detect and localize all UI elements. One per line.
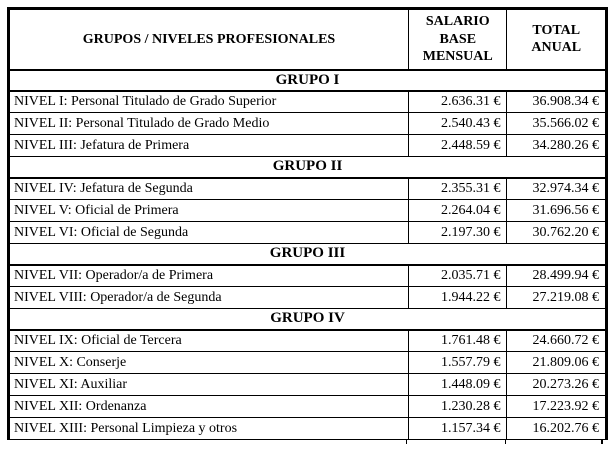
table-row: NIVEL II: Personal Titulado de Grado Med… [9, 112, 606, 135]
group-header-label: GRUPO I [9, 69, 606, 92]
table-row: NIVEL X: Conserje 1.557.79 €21.809.06 € [9, 351, 606, 374]
level-cell: NIVEL V: Oficial de Primera [9, 199, 409, 222]
salario-base-cell: 1.761.48 € [407, 329, 508, 352]
total-anual-cell: 34.280.26 € [506, 134, 606, 157]
total-anual-cell: 35.566.02 € [506, 112, 606, 135]
column-header-salario-base-mensual: SALARIO BASE MENSUAL [407, 9, 508, 71]
table-cutoff-stub [601, 440, 603, 444]
level-cell: NIVEL VII: Operador/a de Primera [9, 264, 409, 287]
table-row: NIVEL VIII: Operador/a de Segunda 1.944.2… [9, 286, 606, 309]
total-anual-cell: 31.696.56 € [506, 199, 606, 222]
level-cell: NIVEL II: Personal Titulado de Grado Med… [9, 112, 409, 135]
salario-base-cell: 1.230.28 € [407, 395, 508, 418]
salario-base-cell: 1.448.09 € [407, 373, 508, 396]
salario-base-cell: 1.157.34 € [407, 417, 508, 440]
salario-base-cell: 2.540.43 € [407, 112, 508, 135]
total-anual-cell: 21.809.06 € [506, 351, 606, 374]
level-cell: NIVEL VI: Oficial de Segunda [9, 221, 409, 244]
total-anual-cell: 20.273.26 € [506, 373, 606, 396]
table-row: NIVEL IX: Oficial de Tercera 1.761.48 €24… [9, 329, 606, 352]
table-row: NIVEL VI: Oficial de Segunda 2.197.30 €30… [9, 221, 606, 244]
table-cutoff-stub [406, 440, 407, 444]
level-cell: NIVEL III: Jefatura de Primera [9, 134, 409, 157]
table-cutoff-stub [505, 440, 506, 444]
total-anual-cell: 17.223.92 € [506, 395, 606, 418]
salario-base-cell: 2.264.04 € [407, 199, 508, 222]
table-row: NIVEL VII: Operador/a de Primera 2.035.71… [9, 264, 606, 287]
total-anual-cell: 24.660.72 € [506, 329, 606, 352]
table-row: NIVEL IV: Jefatura de Segunda 2.355.31 €3… [9, 177, 606, 200]
table-header-row: GRUPOS / NIVELES PROFESIONALES SALARIO B… [9, 9, 606, 71]
total-anual-cell: 28.499.94 € [506, 264, 606, 287]
column-header-groups-levels: GRUPOS / NIVELES PROFESIONALES [9, 9, 409, 71]
group-header-label: GRUPO III [9, 243, 606, 266]
total-anual-cell: 32.974.34 € [506, 177, 606, 200]
group-header-row: GRUPO IV [9, 308, 606, 331]
salary-table: GRUPOS / NIVELES PROFESIONALES SALARIO B… [9, 9, 606, 440]
salario-base-cell: 2.197.30 € [407, 221, 508, 244]
level-cell: NIVEL X: Conserje [9, 351, 409, 374]
group-header-row: GRUPO III [9, 243, 606, 266]
column-header-total-anual: TOTAL ANUAL [506, 9, 606, 71]
level-cell: NIVEL I: Personal Titulado de Grado Supe… [9, 90, 409, 113]
level-cell: NIVEL XI: Auxiliar [9, 373, 409, 396]
total-anual-cell: 30.762.20 € [506, 221, 606, 244]
table-row: NIVEL I: Personal Titulado de Grado Supe… [9, 90, 606, 113]
table-row: NIVEL V: Oficial de Primera 2.264.04 €31.… [9, 199, 606, 222]
salary-table-container: GRUPOS / NIVELES PROFESIONALES SALARIO B… [7, 7, 608, 444]
table-row: NIVEL XII: Ordenanza 1.230.28 €17.223.92 … [9, 395, 606, 418]
total-anual-cell: 16.202.76 € [506, 417, 606, 440]
group-header-label: GRUPO II [9, 156, 606, 179]
level-cell: NIVEL IX: Oficial de Tercera [9, 329, 409, 352]
salario-base-cell: 1.557.79 € [407, 351, 508, 374]
salario-base-cell: 1.944.22 € [407, 286, 508, 309]
salario-base-cell: 2.448.59 € [407, 134, 508, 157]
level-cell: NIVEL XIII: Personal Limpieza y otros [9, 417, 409, 440]
table-row: NIVEL III: Jefatura de Primera 2.448.59 €… [9, 134, 606, 157]
total-anual-cell: 27.219.08 € [506, 286, 606, 309]
salario-base-cell: 2.035.71 € [407, 264, 508, 287]
group-header-label: GRUPO IV [9, 308, 606, 331]
group-header-row: GRUPO I [9, 69, 606, 92]
level-cell: NIVEL XII: Ordenanza [9, 395, 409, 418]
total-anual-cell: 36.908.34 € [506, 90, 606, 113]
table-row: NIVEL XI: Auxiliar 1.448.09 €20.273.26 € [9, 373, 606, 396]
level-cell: NIVEL IV: Jefatura de Segunda [9, 177, 409, 200]
table-row: NIVEL XIII: Personal Limpieza y otros 1.1… [9, 417, 606, 440]
salario-base-cell: 2.355.31 € [407, 177, 508, 200]
salario-base-cell: 2.636.31 € [407, 90, 508, 113]
level-cell: NIVEL VIII: Operador/a de Segunda [9, 286, 409, 309]
group-header-row: GRUPO II [9, 156, 606, 179]
